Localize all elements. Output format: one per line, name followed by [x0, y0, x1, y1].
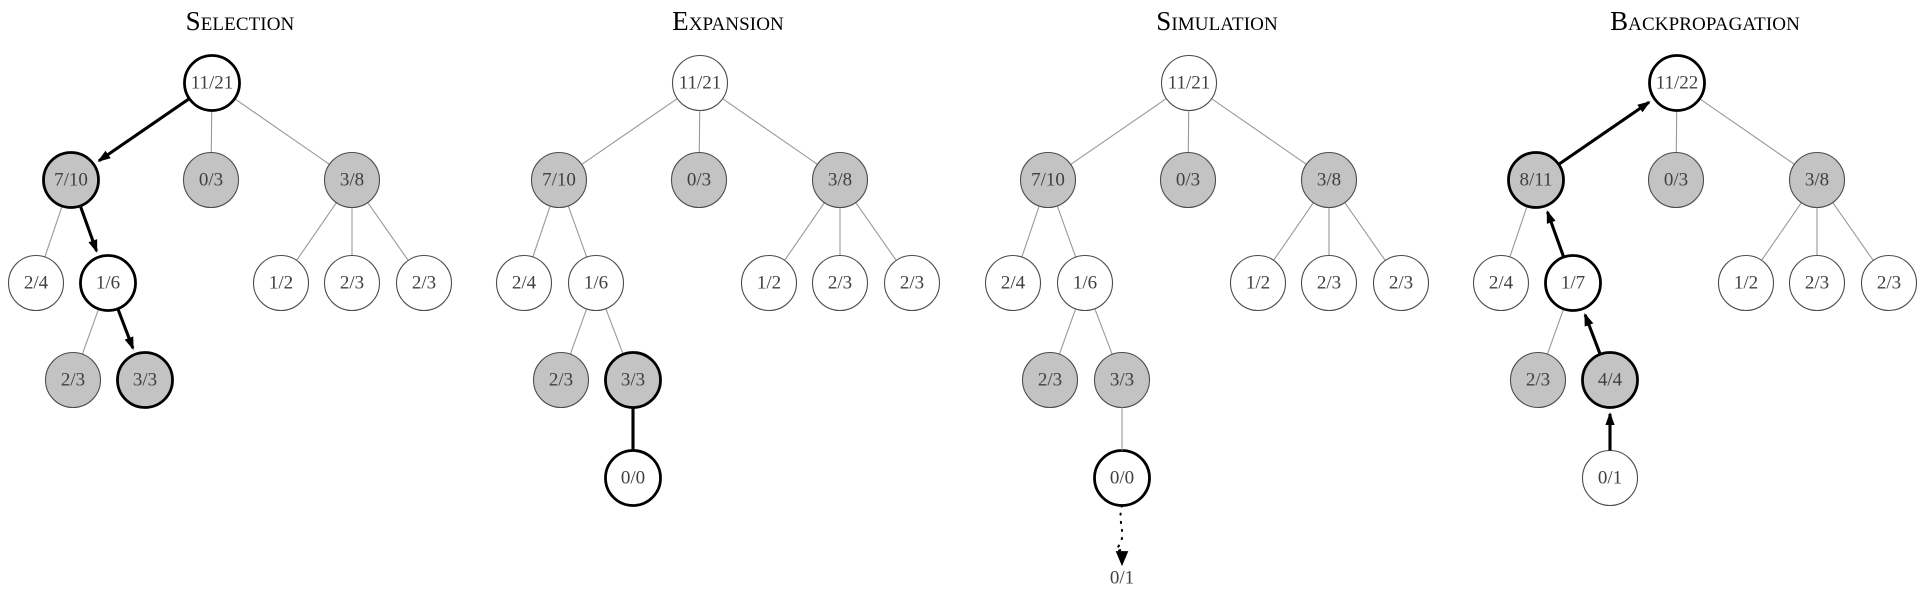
svg-text:1/2: 1/2: [757, 273, 781, 294]
svg-text:2/3: 2/3: [1526, 370, 1550, 391]
svg-text:2/3: 2/3: [340, 273, 364, 294]
svg-text:1/6: 1/6: [584, 273, 608, 294]
svg-text:0/3: 0/3: [687, 170, 711, 191]
svg-text:1/7: 1/7: [1561, 273, 1585, 294]
svg-text:7/10: 7/10: [1031, 170, 1065, 191]
svg-text:7/10: 7/10: [542, 170, 576, 191]
svg-text:0/3: 0/3: [199, 170, 223, 191]
svg-text:4/4: 4/4: [1598, 370, 1623, 391]
svg-text:2/4: 2/4: [1489, 273, 1514, 294]
svg-text:1/6: 1/6: [96, 273, 120, 294]
svg-text:0/1: 0/1: [1110, 568, 1134, 589]
svg-text:2/3: 2/3: [900, 273, 924, 294]
svg-text:11/21: 11/21: [191, 73, 234, 94]
svg-text:2/4: 2/4: [1001, 273, 1026, 294]
svg-text:1/2: 1/2: [1734, 273, 1758, 294]
svg-text:0/1: 0/1: [1598, 468, 1622, 489]
svg-text:11/22: 11/22: [1656, 73, 1699, 94]
svg-text:2/3: 2/3: [1805, 273, 1829, 294]
svg-text:2/4: 2/4: [512, 273, 537, 294]
svg-text:3/3: 3/3: [621, 370, 645, 391]
svg-text:2/3: 2/3: [412, 273, 436, 294]
svg-text:2/3: 2/3: [828, 273, 852, 294]
svg-text:3/8: 3/8: [340, 170, 364, 191]
svg-text:7/10: 7/10: [54, 170, 88, 191]
svg-text:0/3: 0/3: [1176, 170, 1200, 191]
svg-text:1/2: 1/2: [269, 273, 293, 294]
svg-text:0/3: 0/3: [1664, 170, 1688, 191]
svg-text:8/11: 8/11: [1519, 170, 1552, 191]
svg-text:2/3: 2/3: [549, 370, 573, 391]
svg-text:1/6: 1/6: [1073, 273, 1097, 294]
svg-text:2/3: 2/3: [1317, 273, 1341, 294]
svg-text:0/0: 0/0: [621, 468, 645, 489]
svg-text:2/3: 2/3: [61, 370, 85, 391]
svg-text:3/8: 3/8: [828, 170, 852, 191]
svg-text:1/2: 1/2: [1246, 273, 1270, 294]
svg-text:3/3: 3/3: [133, 370, 157, 391]
svg-text:11/21: 11/21: [1168, 73, 1211, 94]
svg-text:3/8: 3/8: [1317, 170, 1341, 191]
svg-text:2/3: 2/3: [1038, 370, 1062, 391]
svg-text:11/21: 11/21: [679, 73, 722, 94]
svg-text:3/8: 3/8: [1805, 170, 1829, 191]
svg-text:2/4: 2/4: [24, 273, 49, 294]
svg-text:0/0: 0/0: [1110, 468, 1134, 489]
svg-text:2/3: 2/3: [1877, 273, 1901, 294]
svg-text:3/3: 3/3: [1110, 370, 1134, 391]
svg-text:2/3: 2/3: [1389, 273, 1413, 294]
